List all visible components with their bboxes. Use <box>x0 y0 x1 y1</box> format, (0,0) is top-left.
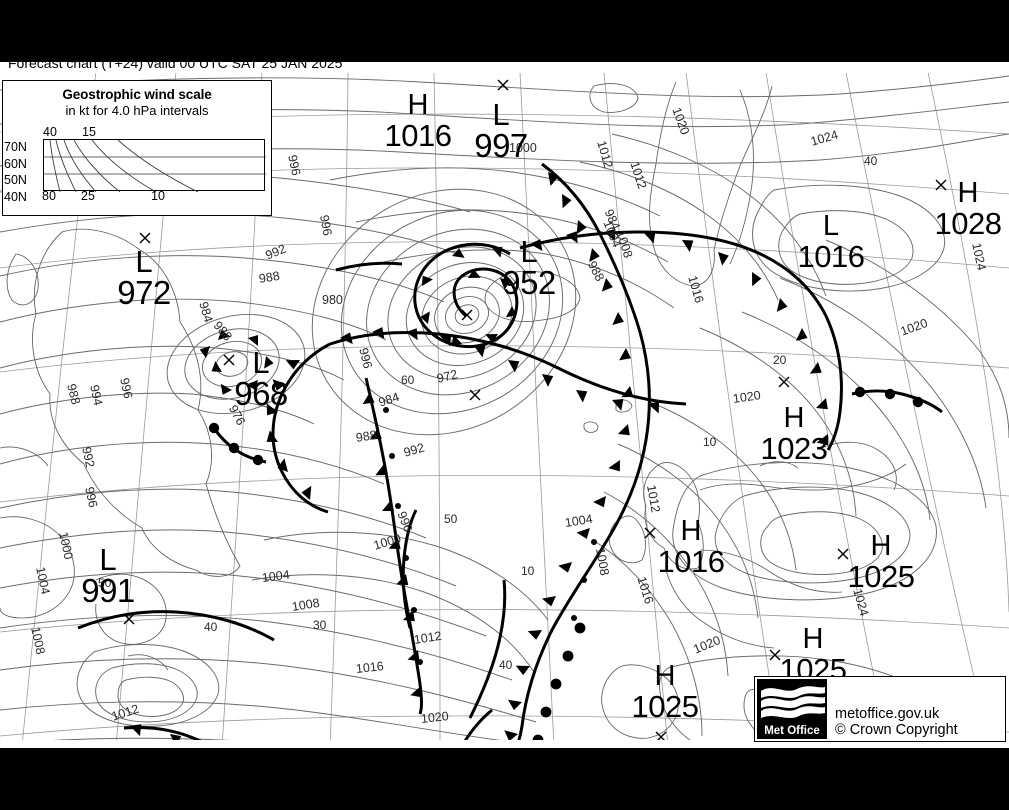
centre-crosses <box>123 79 947 743</box>
pressure-centre-type: L <box>99 542 117 577</box>
wind-scale-bot-25: 25 <box>81 189 95 203</box>
pressure-centre-l-972: L 972 <box>104 244 184 312</box>
wind-scale-lat-40n: 40N <box>4 189 27 204</box>
wind-scale-subtitle: in kt for 4.0 hPa intervals <box>65 103 209 118</box>
pressure-centre-value: 972 <box>117 274 171 312</box>
wind-scale-top-labels: 40 15 <box>3 125 271 139</box>
pressure-centre-value: 968 <box>234 375 288 413</box>
wind-scale-top-40: 40 <box>43 125 57 139</box>
met-office-copyright: © Crown Copyright <box>835 721 958 738</box>
isobar-label-1016: 1016 <box>355 659 385 676</box>
grid-numeral: 40 <box>864 154 878 168</box>
grid-numeral: 40 <box>499 658 513 672</box>
pressure-centre-h-1016: H 1016 <box>651 515 731 579</box>
cold-front-main <box>514 162 651 746</box>
pressure-centre-value: 952 <box>502 264 556 302</box>
coastlines <box>0 81 907 739</box>
cold-front-pips <box>130 172 829 746</box>
pressure-centre-type: H <box>654 660 676 692</box>
pressure-centre-l-952: L 952 <box>489 234 569 302</box>
wind-scale-bottom-labels: 80 25 10 <box>3 189 271 203</box>
pressure-centre-type: L <box>520 234 538 269</box>
isobar-label-980: 980 <box>322 293 343 307</box>
chart-title-strip: Forecast chart (T+24) valid 00 UTC SAT 2… <box>0 62 1009 73</box>
geostrophic-wind-scale: Geostrophic wind scale in kt for 4.0 hPa… <box>2 80 272 216</box>
pressure-centre-value: 991 <box>81 572 135 610</box>
wind-scale-lat-60n: 60N <box>4 156 27 171</box>
chart-bottom-margin <box>0 740 1009 748</box>
pressure-centre-type: H <box>407 89 429 121</box>
pressure-centre-type: L <box>252 345 270 380</box>
isobar-label-1020: 1020 <box>420 709 450 726</box>
trough-1 <box>468 579 507 719</box>
met-office-branding: Met Office metoffice.gov.uk © Crown Copy… <box>754 676 1006 742</box>
wind-scale-grid <box>43 139 266 192</box>
wind-scale-bot-80: 80 <box>42 189 56 203</box>
fronts <box>77 162 943 746</box>
pressure-centre-type: L <box>492 97 510 132</box>
pressure-centre-h-1025: H 1025 <box>841 530 921 594</box>
met-office-logo-icon: Met Office <box>757 679 827 739</box>
pressure-centre-l-968: L 968 <box>221 345 301 413</box>
isobar-label-1000: 1000 <box>509 141 537 155</box>
wind-scale-lat-50n: 50N <box>4 173 27 187</box>
pressure-centre-type: H <box>783 402 805 434</box>
grid-numeral: 60 <box>401 373 415 387</box>
page-title: Forecast chart (T+24) valid 00 UTC SAT 2… <box>8 62 343 71</box>
pressure-centre-value: 1025 <box>847 558 915 594</box>
grid-numeral: 50 <box>444 512 458 526</box>
grid-numeral: 10 <box>703 435 717 449</box>
grid-numeral: 40 <box>204 620 218 634</box>
wind-scale-title: Geostrophic wind scale <box>62 87 212 102</box>
pressure-centre-type: H <box>680 515 702 547</box>
pressure-centre-value: 1016 <box>384 117 452 153</box>
pressure-centre-value: 1028 <box>934 205 1002 241</box>
pressure-centre-value: 1016 <box>657 543 725 579</box>
pressure-centre-h-1028: H 1028 <box>928 177 1008 241</box>
pressure-centre-type: L <box>135 244 153 279</box>
grid-numeral: 20 <box>773 353 787 367</box>
occluded-front-main <box>329 330 687 406</box>
pressure-centre-l-997: L 997 <box>461 97 541 165</box>
met-office-website: metoffice.gov.uk <box>835 705 940 722</box>
met-office-wordmark: Met Office <box>764 725 820 737</box>
pressure-centre-h-1025: H 1025 <box>625 660 705 724</box>
pressure-centre-h-1016: H 1016 <box>378 89 458 153</box>
pressure-centre-h-1023: H 1023 <box>754 402 834 466</box>
pressure-centre-type: H <box>870 530 892 562</box>
wind-scale-latitude-labels: 70N 60N 50N 40N <box>4 139 27 205</box>
pressure-centre-type: H <box>802 623 824 655</box>
grid-numeral: 30 <box>313 618 327 632</box>
front-991 <box>77 610 275 642</box>
grid-numeral: 50 <box>98 576 112 590</box>
pressure-centre-type: L <box>822 210 840 242</box>
wind-scale-lat-70n: 70N <box>4 140 27 154</box>
grid-numeral: 10 <box>521 564 535 578</box>
pressure-centre-type: H <box>957 177 979 209</box>
pressure-centre-value: 1016 <box>797 238 865 274</box>
occluded-dots <box>383 407 597 665</box>
pressure-centre-l-991: L 991 <box>68 542 148 610</box>
pressure-centre-value: 1025 <box>631 688 699 724</box>
warm-front-bumps <box>208 386 924 746</box>
wind-scale-top-15: 15 <box>82 125 96 139</box>
pressure-centre-value: 1023 <box>760 430 828 466</box>
met-office-attribution: metoffice.gov.uk © Crown Copyright <box>829 677 1005 741</box>
pressure-centre-l-1016: L 1016 <box>791 210 871 274</box>
pressure-centre-value: 997 <box>474 127 528 165</box>
surface-pressure-chart: H 1016 L 997 H 1028 L 1016 L 952 L 972 L 968 H 1023 H 101… <box>0 72 1009 746</box>
wind-scale-bot-10: 10 <box>151 189 165 203</box>
